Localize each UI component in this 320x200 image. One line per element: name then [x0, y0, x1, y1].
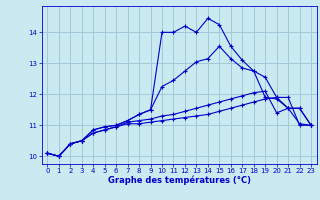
X-axis label: Graphe des températures (°C): Graphe des températures (°C)	[108, 176, 251, 185]
